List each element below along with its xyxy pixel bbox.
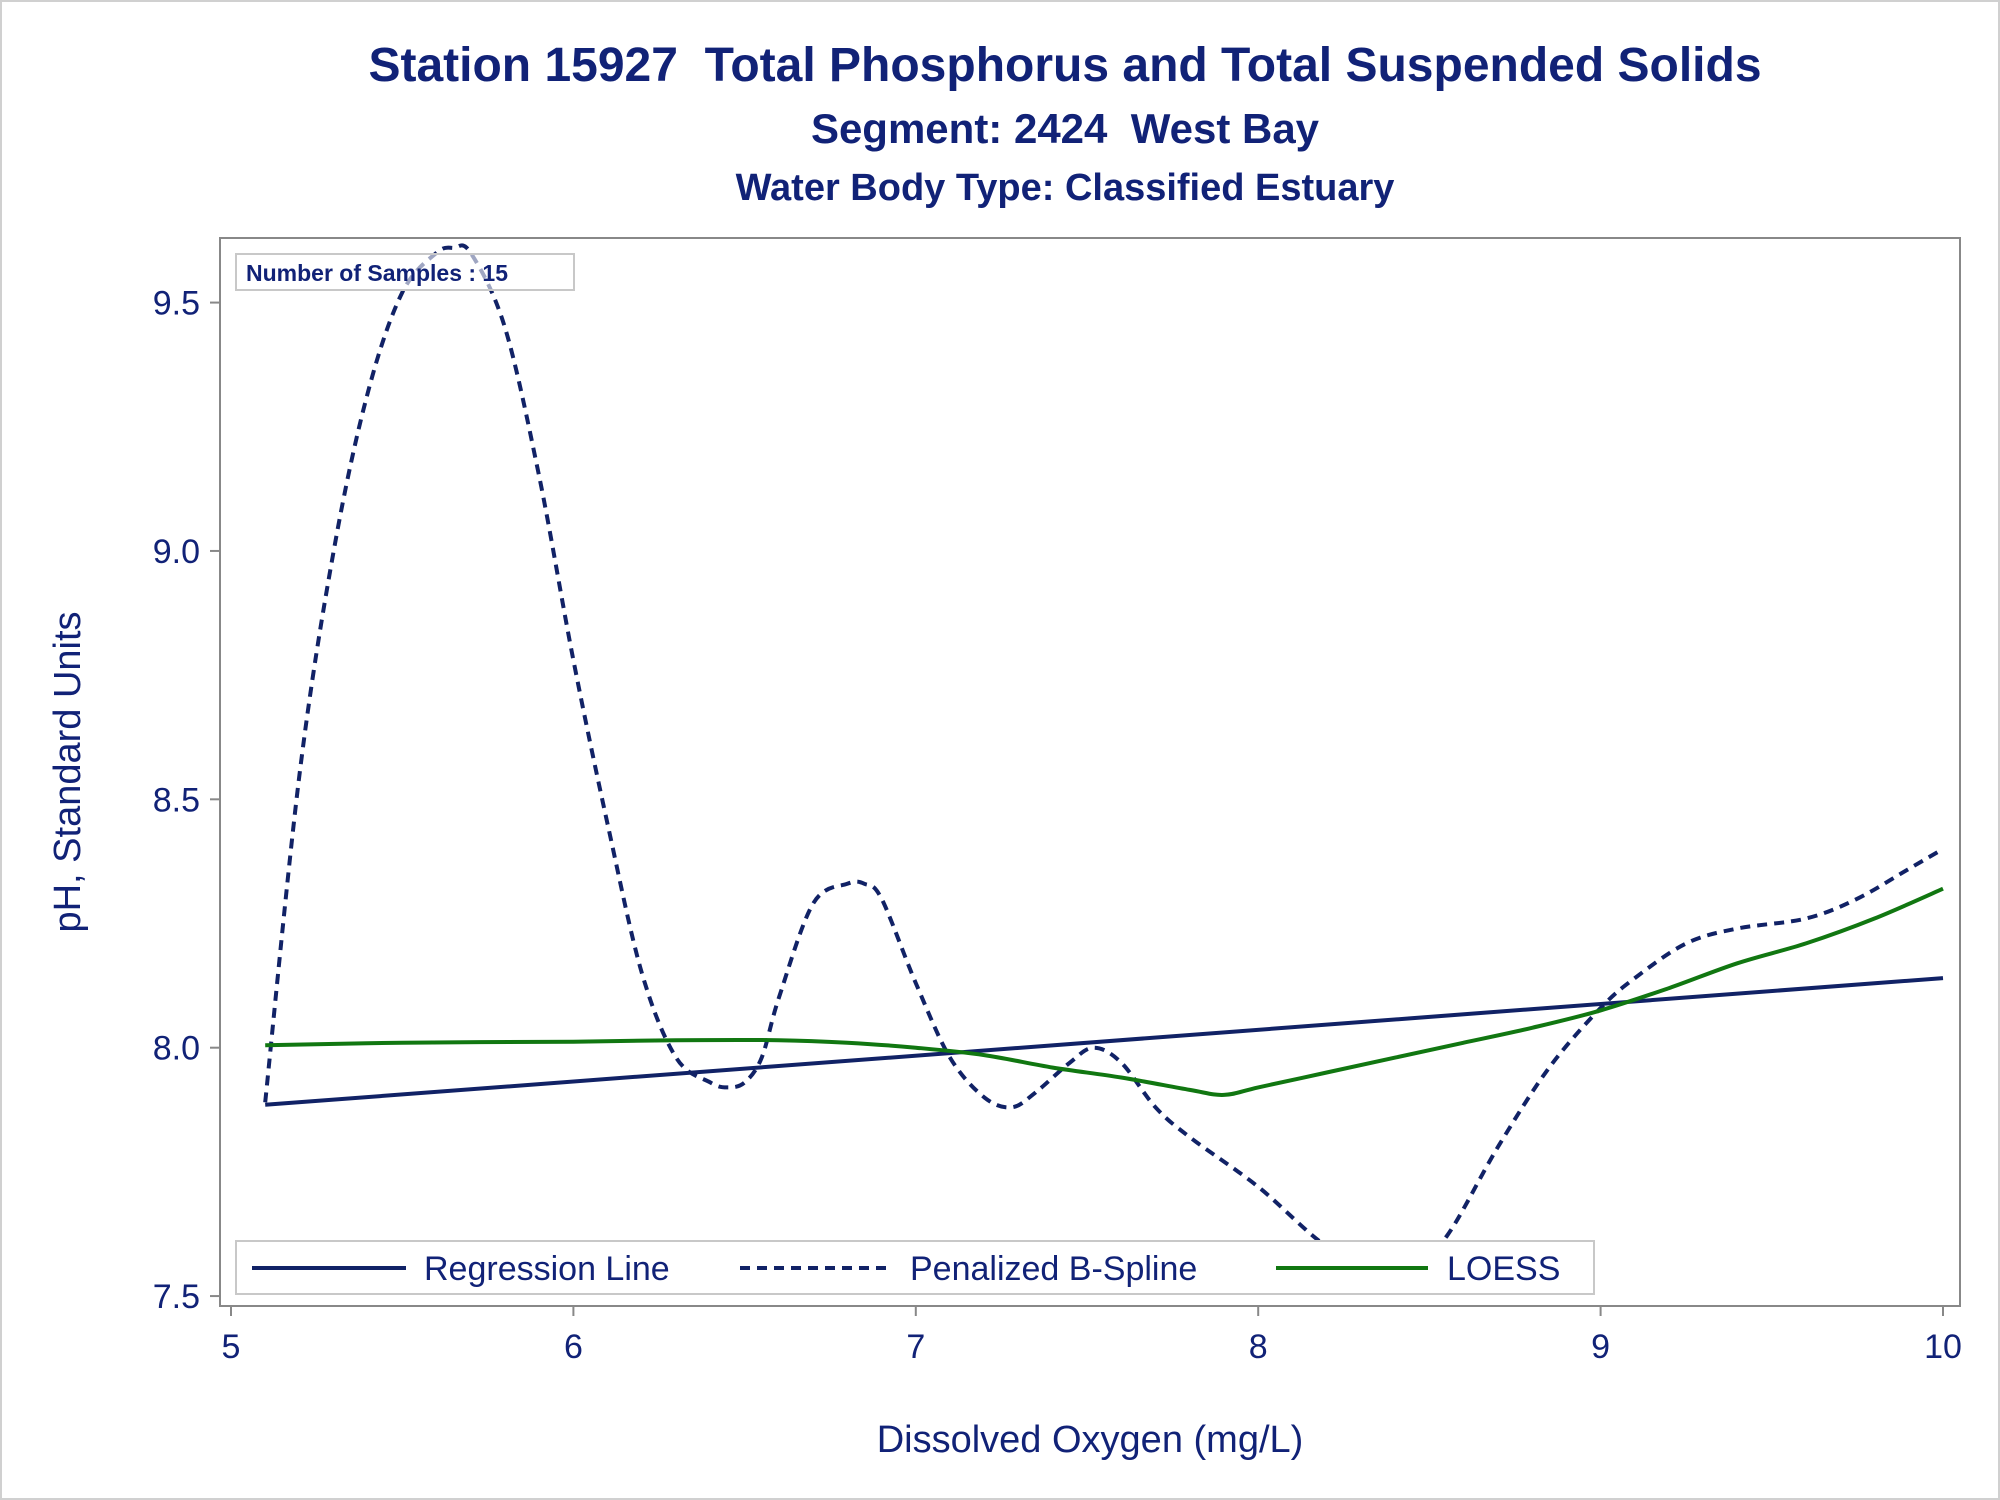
legend: Regression Line Penalized B-Spline LOESS bbox=[235, 1240, 1595, 1295]
y-axis-label: pH, Standard Units bbox=[47, 611, 89, 932]
x-axis-label: Dissolved Oxygen (mg/L) bbox=[877, 1419, 1304, 1461]
y-tick-label: 7.5 bbox=[153, 1278, 200, 1316]
x-tick-label: 5 bbox=[222, 1328, 241, 1366]
x-tick-label: 7 bbox=[906, 1328, 925, 1366]
legend-label-loess: LOESS bbox=[1447, 1250, 1560, 1288]
x-tick-label: 6 bbox=[564, 1328, 583, 1366]
plot-area bbox=[219, 237, 1961, 1307]
y-tick-label: 9.0 bbox=[153, 533, 200, 571]
x-axis: 5 6 7 8 9 10 bbox=[222, 1306, 1962, 1366]
x-tick-label: 10 bbox=[1924, 1328, 1962, 1366]
chart-subtitle-segment: Segment: 2424 West Bay bbox=[810, 105, 1320, 152]
series-layer bbox=[263, 243, 1945, 1271]
series-line-loess bbox=[265, 886, 1944, 1097]
y-tick-label: 8.5 bbox=[153, 781, 200, 819]
legend-label-regression-line: Regression Line bbox=[424, 1250, 670, 1288]
inset-box bbox=[235, 253, 575, 291]
x-tick-label: 8 bbox=[1249, 1328, 1268, 1366]
series-line-regression-line bbox=[265, 976, 1944, 1107]
chart-subtitle-water-body: Water Body Type: Classified Estuary bbox=[735, 167, 1395, 209]
sample-count-text: Number of Samples : 15 bbox=[246, 260, 508, 286]
chart-title: Station 15927 Total Phosphorus and Total… bbox=[368, 39, 1762, 92]
y-tick-label: 8.0 bbox=[153, 1030, 200, 1068]
y-axis: 7.5 8.0 8.5 9.0 9.5 bbox=[153, 285, 220, 1316]
series-line-penalized-b-spline bbox=[263, 243, 1945, 1271]
y-tick-label: 9.5 bbox=[153, 285, 200, 323]
x-tick-label: 9 bbox=[1591, 1328, 1610, 1366]
sample-count-inset: Number of Samples : 15 bbox=[235, 253, 575, 291]
legend-label-penalized-b-spline: Penalized B-Spline bbox=[910, 1250, 1197, 1288]
